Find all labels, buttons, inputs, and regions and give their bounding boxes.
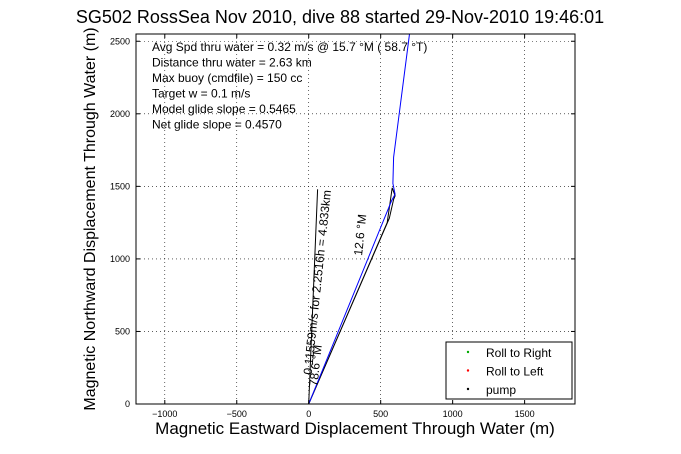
legend-label: pump bbox=[486, 383, 516, 397]
x-tick-label: 1000 bbox=[443, 409, 463, 419]
x-tick-label: 0 bbox=[306, 409, 311, 419]
y-tick-label: 0 bbox=[125, 399, 130, 409]
x-tick-label: 500 bbox=[373, 409, 388, 419]
y-tick-label: 2500 bbox=[110, 36, 130, 46]
annotation-text: Max buoy (cmdfile) = 150 cc bbox=[152, 71, 302, 85]
annotation-text: Avg Spd thru water = 0.32 m/s @ 15.7 °M … bbox=[152, 40, 427, 54]
annotation-text: Distance thru water = 2.63 km bbox=[152, 56, 312, 70]
legend-marker bbox=[466, 387, 470, 391]
legend-label: Roll to Right bbox=[486, 346, 552, 360]
series-line-0 bbox=[308, 187, 396, 405]
y-tick-label: 1000 bbox=[110, 254, 130, 264]
y-axis-label: Magnetic Northward Displacement Through … bbox=[82, 27, 99, 410]
x-tick-label: 1500 bbox=[515, 409, 535, 419]
legend: Roll to Right Roll to Left pump bbox=[445, 341, 573, 400]
y-tick-label: 500 bbox=[115, 326, 130, 336]
x-tick-label: −500 bbox=[227, 409, 247, 419]
legend-marker bbox=[466, 350, 470, 354]
annotation-text: Target w = 0.1 m/s bbox=[152, 87, 250, 101]
annotation-text: Net glide slope = 0.4570 bbox=[152, 118, 282, 132]
series-layer bbox=[308, 33, 410, 405]
chart-title: SG502 RossSea Nov 2010, dive 88 started … bbox=[76, 7, 604, 27]
x-tick-label: −1000 bbox=[152, 409, 177, 419]
annotation-text: Model glide slope = 0.5465 bbox=[152, 102, 296, 116]
rotated-label: 12.6 °M bbox=[351, 214, 369, 257]
x-axis-label: Magnetic Eastward Displacement Through W… bbox=[155, 419, 555, 438]
annotations: Avg Spd thru water = 0.32 m/s @ 15.7 °M … bbox=[152, 40, 427, 132]
y-tick-label: 2000 bbox=[110, 109, 130, 119]
series-line-2 bbox=[308, 189, 319, 405]
legend-marker bbox=[466, 369, 470, 372]
y-tick-label: 1500 bbox=[110, 181, 130, 191]
legend-label: Roll to Left bbox=[486, 365, 544, 379]
rotated-label: 78.6 °M bbox=[306, 344, 324, 387]
series-line-1 bbox=[308, 33, 410, 405]
plot-frame bbox=[135, 33, 576, 405]
ticks: −1000 −500 0 500 1000 1500 0 500 1000 1500 2000 250… bbox=[110, 34, 575, 419]
